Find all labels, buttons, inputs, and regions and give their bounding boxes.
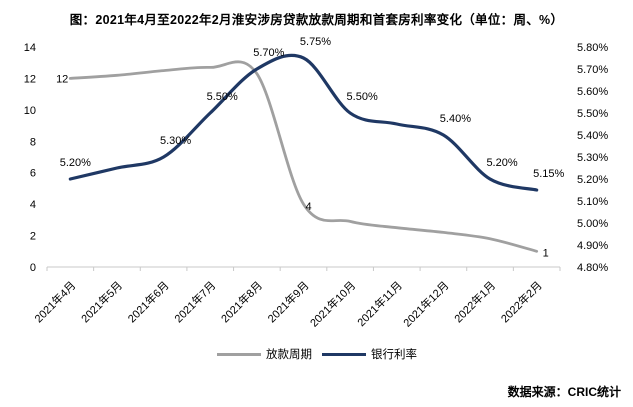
y-axis-left-tick-label: 4 <box>30 199 36 211</box>
legend-line-swatch <box>322 352 366 356</box>
x-axis-month-label: 2021年6月 <box>125 278 172 325</box>
y-axis-right-tick-label: 5.20% <box>577 174 608 186</box>
data-label: 5.75% <box>300 36 331 48</box>
legend-label: 银行利率 <box>371 349 417 361</box>
x-axis-month-label: 2021年7月 <box>171 278 218 325</box>
y-axis-left-tick-label: 2 <box>30 231 36 243</box>
x-axis-month-label: 2022年1月 <box>451 278 498 325</box>
data-label: 5.20% <box>486 157 517 169</box>
y-axis-right-tick-label: 5.70% <box>577 64 608 76</box>
x-axis-month-label: 2022年2月 <box>498 278 545 325</box>
y-axis-left-tick-label: 0 <box>30 262 36 274</box>
data-label: 1 <box>543 247 549 259</box>
bank-rate-line <box>68 53 539 192</box>
chart-legend: 放款周期 银行利率 <box>47 346 587 362</box>
loan-period-line <box>68 60 539 253</box>
y-axis-left-tick-label: 14 <box>24 42 36 54</box>
y-axis-right-tick-label: 5.00% <box>577 218 608 230</box>
legend-item-bank-rate: 银行利率 <box>322 346 417 362</box>
x-axis-month-label: 2021年4月 <box>31 278 78 325</box>
legend-item-loan-period: 放款周期 <box>217 346 312 362</box>
chart-title: 图：2021年4月至2022年2月淮安涉房贷款放款周期和首套房利率变化（单位：周… <box>69 13 564 27</box>
y-axis-right-tick-label: 5.40% <box>577 130 608 142</box>
x-axis-month-label: 2021年5月 <box>78 278 125 325</box>
data-label: 5.70% <box>253 47 284 59</box>
y-axis-right-tick-label: 4.90% <box>577 240 608 252</box>
y-axis-left-tick-label: 8 <box>30 136 36 148</box>
y-axis-left-tick-label: 10 <box>24 105 36 117</box>
x-axis-month-label: 2021年9月 <box>265 278 312 325</box>
x-axis-month-label: 2021年8月 <box>218 278 265 325</box>
data-label: 5.30% <box>160 135 191 147</box>
legend-line-swatch <box>217 352 261 356</box>
data-label: 5.50% <box>207 91 238 103</box>
y-axis-right-tick-label: 5.10% <box>577 196 608 208</box>
y-axis-right-tick-label: 5.30% <box>577 152 608 164</box>
data-source-note: 数据来源：CRIC统计 <box>507 385 621 399</box>
x-axis-month-label: 2021年12月 <box>400 278 451 329</box>
data-label: 12 <box>56 73 68 85</box>
data-label: 4 <box>306 201 312 213</box>
data-label: 5.15% <box>533 168 564 180</box>
data-label: 5.50% <box>347 91 378 103</box>
x-axis-month-label: 2021年10月 <box>307 278 358 329</box>
y-axis-right-tick-label: 4.80% <box>577 262 608 274</box>
data-label: 5.20% <box>60 157 91 169</box>
y-axis-right-tick-label: 5.50% <box>577 108 608 120</box>
y-axis-right-tick-label: 5.80% <box>577 42 608 54</box>
data-label: 5.40% <box>440 113 471 125</box>
y-axis-left-tick-label: 12 <box>24 73 36 85</box>
x-axis-month-label: 2021年11月 <box>354 278 405 329</box>
y-axis-left-tick-label: 6 <box>30 168 36 180</box>
legend-label: 放款周期 <box>266 349 312 361</box>
y-axis-right-tick-label: 5.60% <box>577 86 608 98</box>
